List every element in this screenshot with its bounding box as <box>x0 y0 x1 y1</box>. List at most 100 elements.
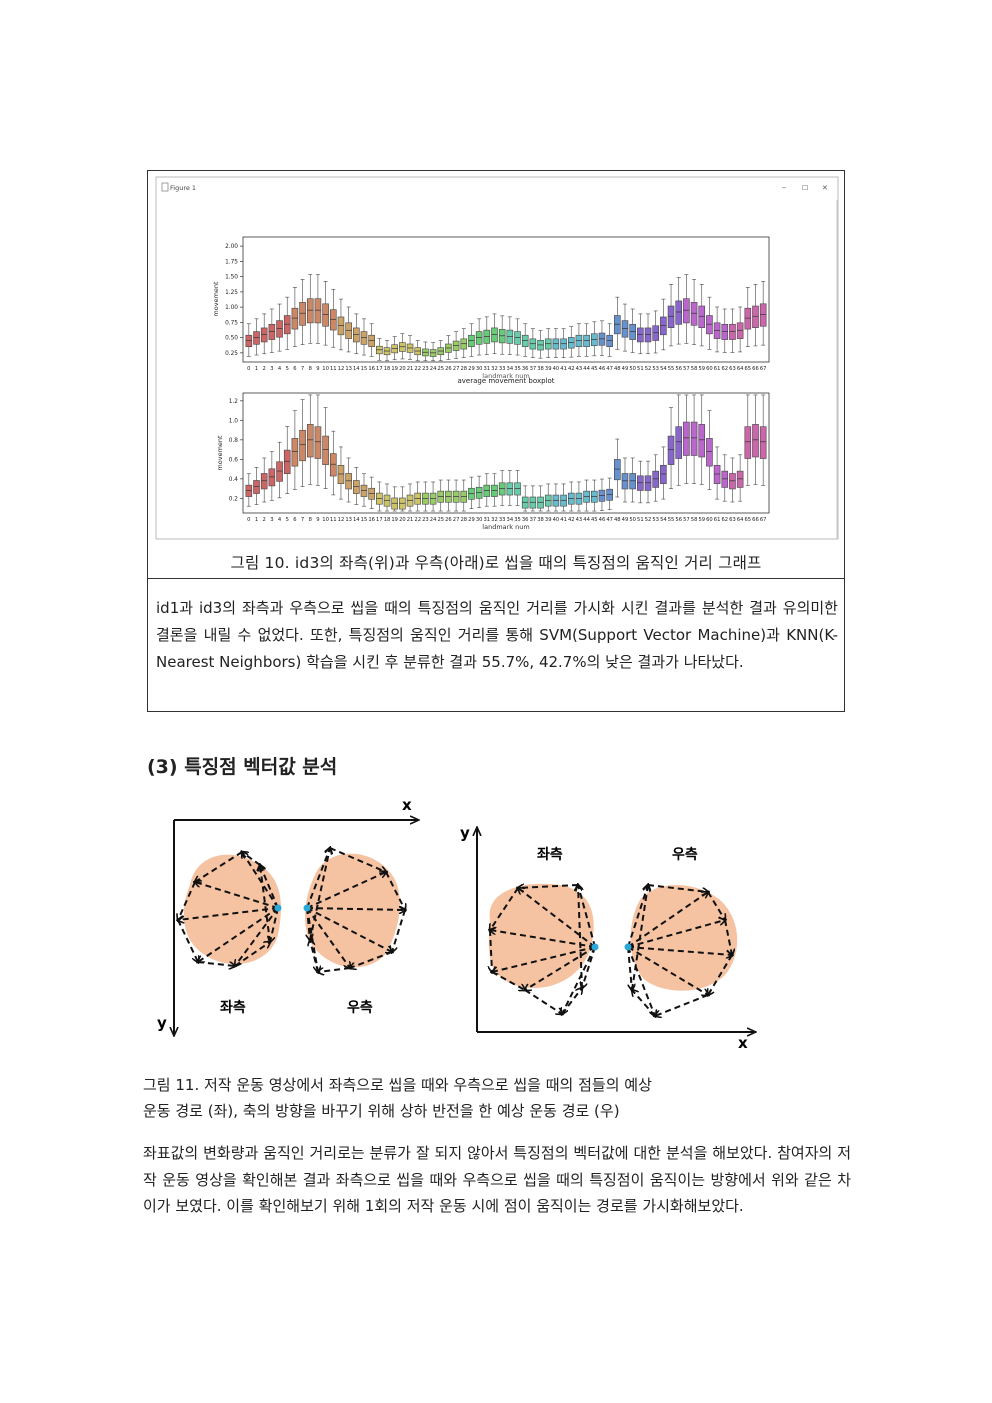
x-tick-label: 17 <box>376 366 383 372</box>
x-tick-label: 59 <box>698 517 705 523</box>
arrow-out <box>242 852 279 909</box>
x-tick-label: 44 <box>583 517 590 523</box>
arrow-out <box>627 946 655 1016</box>
arrow-out <box>582 946 596 988</box>
flipped-right-anchor <box>624 943 632 951</box>
arrows-left-chew <box>178 852 279 966</box>
x-tick-label: 36 <box>522 366 529 372</box>
y-tick-label: 1.00 <box>225 305 238 311</box>
x-tick-label: 29 <box>468 517 475 523</box>
box <box>268 323 276 340</box>
figure-window: Figure 1 – ☐ ✕ movement average movement… <box>155 176 839 540</box>
arrow-path <box>178 881 196 920</box>
box <box>721 470 729 488</box>
arrow-out <box>492 946 596 972</box>
x-tick-label: 59 <box>698 366 705 372</box>
box <box>621 320 629 338</box>
y-tick-label: 0.50 <box>225 336 238 342</box>
box <box>660 316 667 336</box>
x-tick-label: 42 <box>568 366 575 372</box>
box <box>660 464 667 484</box>
x-tick-label: 44 <box>583 366 590 372</box>
arrow-path <box>631 885 648 991</box>
box <box>614 315 621 335</box>
x-tick-label: 49 <box>622 517 629 523</box>
x-tick-label: 27 <box>453 517 460 523</box>
x-tick-label: 60 <box>706 366 713 372</box>
box <box>675 426 683 459</box>
box <box>299 429 306 462</box>
x-tick-label: 31 <box>484 517 491 523</box>
x-tick-label: 19 <box>391 366 398 372</box>
chart-bottom-ylabel: movement <box>216 435 224 471</box>
close-icon[interactable]: ✕ <box>822 184 828 192</box>
arrow-out <box>306 848 330 909</box>
y-tick-label: 2.00 <box>225 244 238 250</box>
box <box>329 453 337 477</box>
box <box>683 421 690 456</box>
arrow-path <box>707 891 725 920</box>
minimize-icon[interactable]: – <box>782 183 786 192</box>
arrow-path <box>350 951 393 968</box>
arrow-out <box>627 946 732 955</box>
x-tick-label: 20 <box>399 366 406 372</box>
x-tick-label: 29 <box>468 366 475 372</box>
arrow-out <box>562 946 596 1014</box>
x-tick-label: 50 <box>629 517 636 523</box>
x-tick-label: 62 <box>721 366 728 372</box>
x-tick-label: 21 <box>407 517 414 523</box>
figure-11-right-panel: y x 좌측 우측 <box>460 824 755 1052</box>
x-tick-label: 33 <box>499 366 506 372</box>
section-title: (3) 특징점 벡터값 분석 <box>147 756 338 778</box>
arrow-out <box>306 872 386 909</box>
arrows-right-chew <box>307 848 405 972</box>
left-x-axis-label: x <box>402 796 412 814</box>
x-tick-label: 22 <box>414 366 421 372</box>
right-x-axis-label: x <box>738 1034 748 1052</box>
x-tick-label: 9 <box>316 517 319 523</box>
x-tick-label: 5 <box>286 366 289 372</box>
x-tick-label: 67 <box>760 366 767 372</box>
x-tick-label: 2 <box>263 517 266 523</box>
x-tick-label: 30 <box>476 366 483 372</box>
box <box>644 327 652 343</box>
arrow-out <box>490 930 596 948</box>
x-tick-label: 1 <box>255 366 258 372</box>
x-tick-label: 53 <box>652 366 659 372</box>
x-tick-label: 64 <box>737 366 744 372</box>
box <box>690 302 698 326</box>
arrow-path <box>392 909 406 952</box>
arrow-path <box>632 990 656 1017</box>
box <box>675 300 683 325</box>
arrow-path <box>491 971 525 990</box>
arrow-path <box>197 961 235 966</box>
arrow-path <box>385 871 405 910</box>
x-tick-label: 32 <box>491 517 498 523</box>
box <box>637 475 644 491</box>
flipped-left-anchor <box>591 943 599 951</box>
x-tick-label: 65 <box>745 517 752 523</box>
arrow-path <box>524 989 562 1014</box>
x-tick-label: 8 <box>309 517 312 523</box>
x-tick-label: 36 <box>522 517 529 523</box>
x-tick-label: 22 <box>414 517 421 523</box>
box <box>652 325 659 341</box>
maximize-icon[interactable]: ☐ <box>802 184 808 192</box>
right-label-left: 좌측 <box>537 847 563 863</box>
y-tick-label: 0.75 <box>225 320 238 326</box>
arrow-out <box>235 907 279 966</box>
x-tick-label: 26 <box>445 366 452 372</box>
chart-bottom-frame <box>242 392 770 514</box>
x-tick-label: 7 <box>301 517 304 523</box>
x-tick-label: 62 <box>721 517 728 523</box>
arrow-path <box>310 940 319 973</box>
y-tick-label: 0.8 <box>229 438 239 444</box>
arrow-out <box>627 920 725 948</box>
y-tick-label: 1.50 <box>225 275 238 281</box>
chart-top-frame <box>242 236 770 363</box>
window-title: Figure 1 <box>170 184 196 192</box>
x-tick-label: 14 <box>353 366 360 372</box>
box <box>736 322 744 339</box>
box <box>683 298 690 324</box>
x-tick-label: 35 <box>514 366 521 372</box>
